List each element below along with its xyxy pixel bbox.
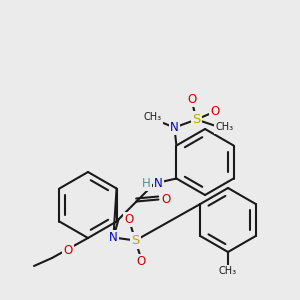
Text: H: H xyxy=(142,177,151,190)
Text: N: N xyxy=(109,231,118,244)
Text: N: N xyxy=(154,177,163,190)
Text: N: N xyxy=(170,121,179,134)
Text: CH₃: CH₃ xyxy=(143,112,161,122)
Text: O: O xyxy=(211,105,220,118)
Text: O: O xyxy=(63,244,73,256)
Text: O: O xyxy=(137,255,146,268)
Text: O: O xyxy=(125,213,134,226)
Text: S: S xyxy=(192,113,201,126)
Text: O: O xyxy=(162,193,171,206)
Text: CH₃: CH₃ xyxy=(215,122,233,133)
Text: S: S xyxy=(131,234,140,247)
Text: CH₃: CH₃ xyxy=(219,266,237,276)
Text: O: O xyxy=(188,93,197,106)
